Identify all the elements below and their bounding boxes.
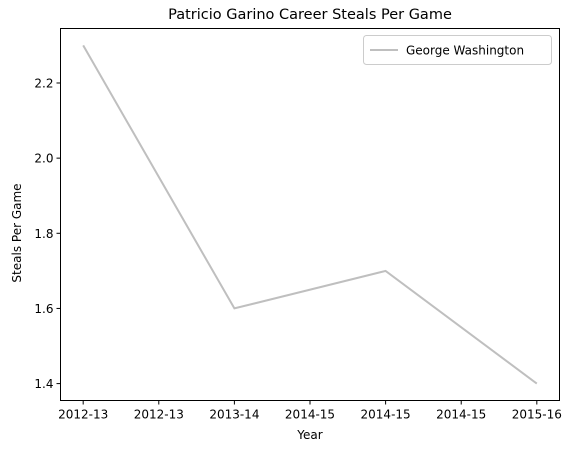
- y-tick-label: 1.4: [34, 377, 53, 391]
- x-tick-label: 2012-13: [134, 408, 184, 422]
- y-tick-label: 1.6: [34, 302, 53, 316]
- x-tick-label: 2014-15: [361, 408, 411, 422]
- legend: George Washington: [363, 35, 552, 65]
- x-tick-label: 2014-15: [285, 408, 335, 422]
- x-tick-label: 2013-14: [209, 408, 259, 422]
- x-axis-label: Year: [297, 428, 323, 442]
- x-tick-label: 2012-13: [58, 408, 108, 422]
- x-tick-label: 2014-15: [436, 408, 486, 422]
- legend-box: [363, 35, 552, 65]
- y-tick-label: 2.0: [34, 152, 53, 166]
- y-tick-label: 1.8: [34, 227, 53, 241]
- series-line: [82, 44, 538, 385]
- chart-title: Patricio Garino Career Steals Per Game: [168, 7, 452, 23]
- y-tick-label: 2.2: [34, 76, 53, 90]
- legend-label: George Washington: [406, 44, 524, 58]
- x-tick-label: 2015-16: [512, 408, 562, 422]
